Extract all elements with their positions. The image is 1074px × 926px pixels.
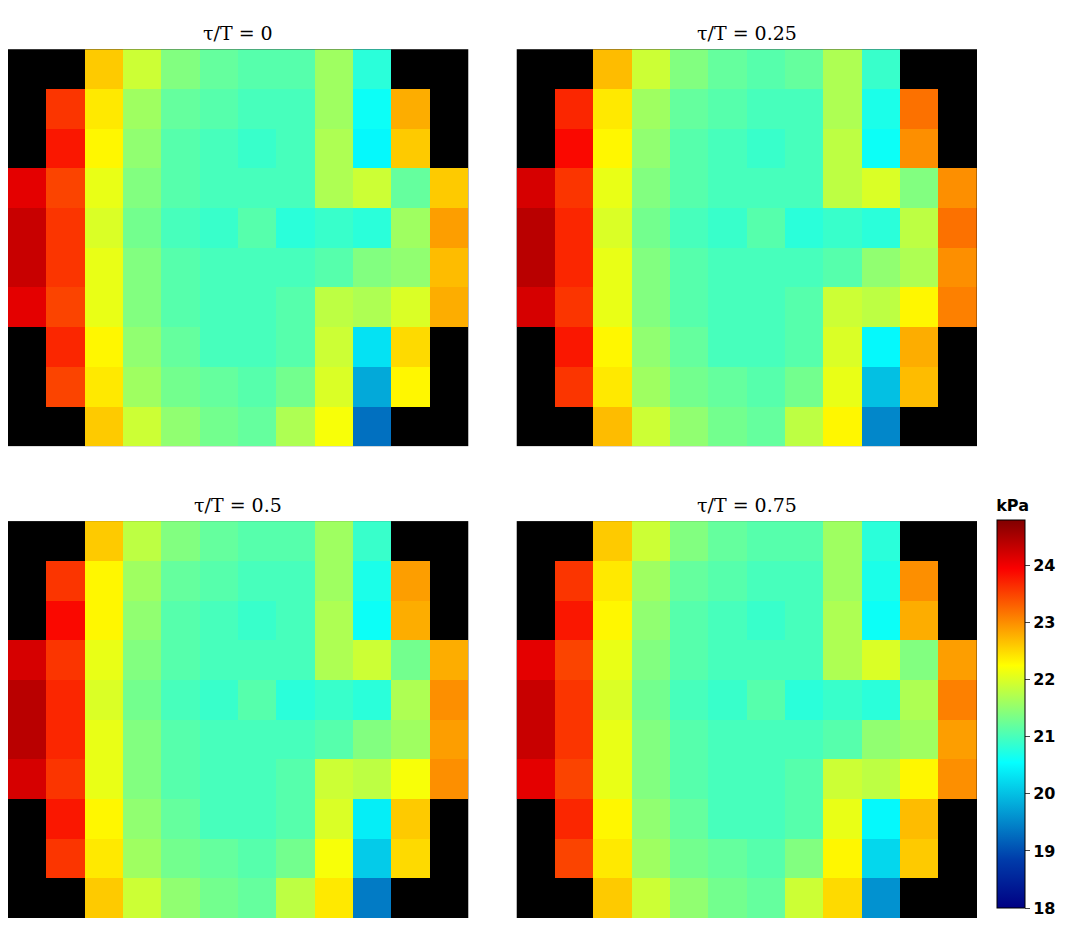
svg-text:τ/T = 0: τ/T = 0 <box>203 22 273 44</box>
svg-text:kPa: kPa <box>996 496 1029 515</box>
svg-text:τ/T = 0.75: τ/T = 0.75 <box>697 494 797 516</box>
svg-text:18: 18 <box>1033 899 1055 918</box>
svg-text:20: 20 <box>1033 784 1055 803</box>
svg-text:23: 23 <box>1033 613 1055 632</box>
svg-text:τ/T = 0.5: τ/T = 0.5 <box>194 494 282 516</box>
svg-text:24: 24 <box>1033 556 1055 575</box>
svg-text:τ/T = 0.25: τ/T = 0.25 <box>697 22 797 44</box>
svg-text:19: 19 <box>1033 842 1055 861</box>
svg-text:22: 22 <box>1033 670 1055 689</box>
svg-text:21: 21 <box>1033 727 1055 746</box>
